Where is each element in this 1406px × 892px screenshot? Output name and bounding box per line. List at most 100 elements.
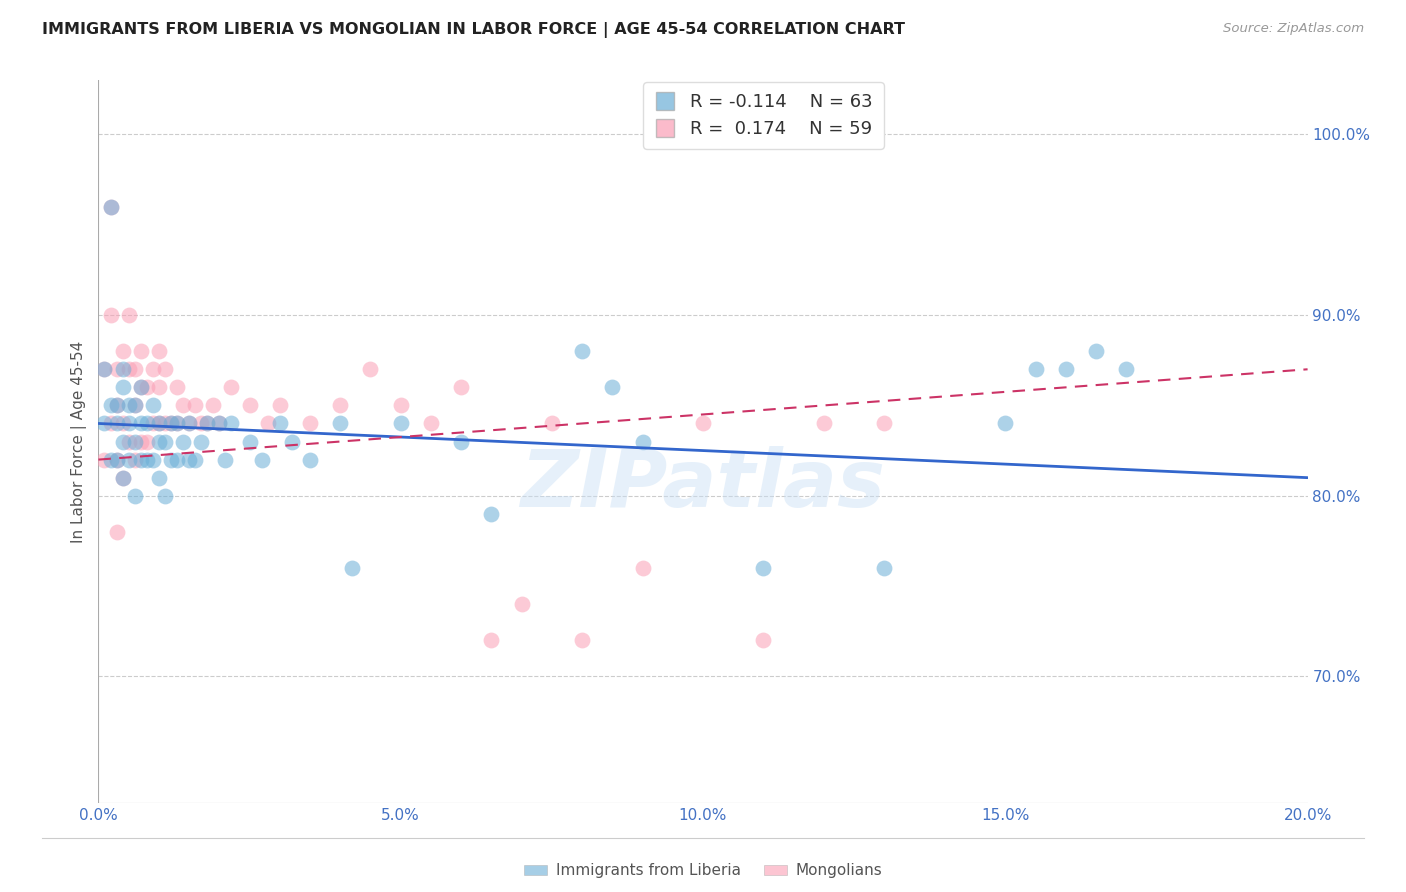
Immigrants from Liberia — [250, 452, 273, 467]
Mongolians — [148, 380, 170, 394]
Immigrants from Liberia — [299, 452, 322, 467]
Immigrants from Liberia — [239, 434, 262, 449]
Immigrants from Liberia — [281, 434, 304, 449]
Immigrants from Liberia — [208, 417, 231, 431]
Immigrants from Liberia — [111, 470, 134, 484]
Mongolians — [160, 417, 183, 431]
Mongolians — [111, 344, 134, 359]
Immigrants from Liberia — [190, 434, 212, 449]
Immigrants from Liberia — [179, 417, 201, 431]
Mongolians — [195, 417, 218, 431]
Mongolians — [184, 398, 207, 412]
Immigrants from Liberia — [105, 398, 128, 412]
Immigrants from Liberia — [124, 489, 146, 503]
Immigrants from Liberia — [111, 380, 134, 394]
Y-axis label: In Labor Force | Age 45-54: In Labor Force | Age 45-54 — [72, 341, 87, 542]
Mongolians — [208, 417, 231, 431]
Mongolians — [100, 200, 122, 214]
Immigrants from Liberia — [195, 417, 218, 431]
Mongolians — [269, 398, 291, 412]
Mongolians — [239, 398, 262, 412]
Mongolians — [420, 417, 443, 431]
Mongolians — [148, 344, 170, 359]
Immigrants from Liberia — [269, 417, 291, 431]
Immigrants from Liberia — [111, 362, 134, 376]
Immigrants from Liberia — [166, 417, 188, 431]
Immigrants from Liberia — [124, 398, 146, 412]
Mongolians — [510, 597, 533, 611]
Immigrants from Liberia — [135, 452, 157, 467]
Immigrants from Liberia — [1024, 362, 1046, 376]
Immigrants from Liberia — [571, 344, 593, 359]
Mongolians — [148, 417, 170, 431]
Mongolians — [166, 380, 188, 394]
Mongolians — [450, 380, 472, 394]
Mongolians — [873, 417, 896, 431]
Mongolians — [299, 417, 322, 431]
Immigrants from Liberia — [129, 417, 152, 431]
Mongolians — [135, 434, 157, 449]
Mongolians — [571, 633, 593, 648]
Immigrants from Liberia — [160, 452, 183, 467]
Mongolians — [124, 398, 146, 412]
Mongolians — [124, 452, 146, 467]
Mongolians — [142, 417, 165, 431]
Immigrants from Liberia — [118, 398, 141, 412]
Mongolians — [256, 417, 278, 431]
Mongolians — [118, 308, 141, 322]
Immigrants from Liberia — [148, 470, 170, 484]
Mongolians — [389, 398, 412, 412]
Mongolians — [93, 452, 115, 467]
Immigrants from Liberia — [342, 561, 364, 575]
Text: ZIPatlas: ZIPatlas — [520, 446, 886, 524]
Immigrants from Liberia — [481, 507, 503, 521]
Immigrants from Liberia — [93, 362, 115, 376]
Immigrants from Liberia — [329, 417, 352, 431]
Immigrants from Liberia — [221, 417, 243, 431]
Mongolians — [111, 417, 134, 431]
Mongolians — [129, 380, 152, 394]
Immigrants from Liberia — [179, 452, 201, 467]
Immigrants from Liberia — [631, 434, 654, 449]
Immigrants from Liberia — [184, 452, 207, 467]
Immigrants from Liberia — [129, 380, 152, 394]
Mongolians — [118, 362, 141, 376]
Text: Source: ZipAtlas.com: Source: ZipAtlas.com — [1223, 22, 1364, 36]
Immigrants from Liberia — [1115, 362, 1137, 376]
Mongolians — [360, 362, 382, 376]
Mongolians — [166, 417, 188, 431]
Mongolians — [153, 362, 176, 376]
Immigrants from Liberia — [142, 452, 165, 467]
Mongolians — [692, 417, 714, 431]
Mongolians — [752, 633, 775, 648]
Mongolians — [329, 398, 352, 412]
Immigrants from Liberia — [153, 434, 176, 449]
Mongolians — [221, 380, 243, 394]
Immigrants from Liberia — [172, 434, 194, 449]
Immigrants from Liberia — [389, 417, 412, 431]
Mongolians — [105, 398, 128, 412]
Mongolians — [100, 308, 122, 322]
Text: IMMIGRANTS FROM LIBERIA VS MONGOLIAN IN LABOR FORCE | AGE 45-54 CORRELATION CHAR: IMMIGRANTS FROM LIBERIA VS MONGOLIAN IN … — [42, 22, 905, 38]
Mongolians — [481, 633, 503, 648]
Mongolians — [631, 561, 654, 575]
Immigrants from Liberia — [135, 417, 157, 431]
Immigrants from Liberia — [129, 452, 152, 467]
Immigrants from Liberia — [105, 452, 128, 467]
Mongolians — [118, 434, 141, 449]
Mongolians — [153, 417, 176, 431]
Immigrants from Liberia — [153, 489, 176, 503]
Immigrants from Liberia — [873, 561, 896, 575]
Mongolians — [129, 434, 152, 449]
Immigrants from Liberia — [148, 417, 170, 431]
Mongolians — [111, 470, 134, 484]
Immigrants from Liberia — [100, 398, 122, 412]
Immigrants from Liberia — [160, 417, 183, 431]
Immigrants from Liberia — [93, 417, 115, 431]
Immigrants from Liberia — [166, 452, 188, 467]
Mongolians — [93, 362, 115, 376]
Mongolians — [100, 417, 122, 431]
Mongolians — [129, 344, 152, 359]
Mongolians — [105, 362, 128, 376]
Mongolians — [124, 362, 146, 376]
